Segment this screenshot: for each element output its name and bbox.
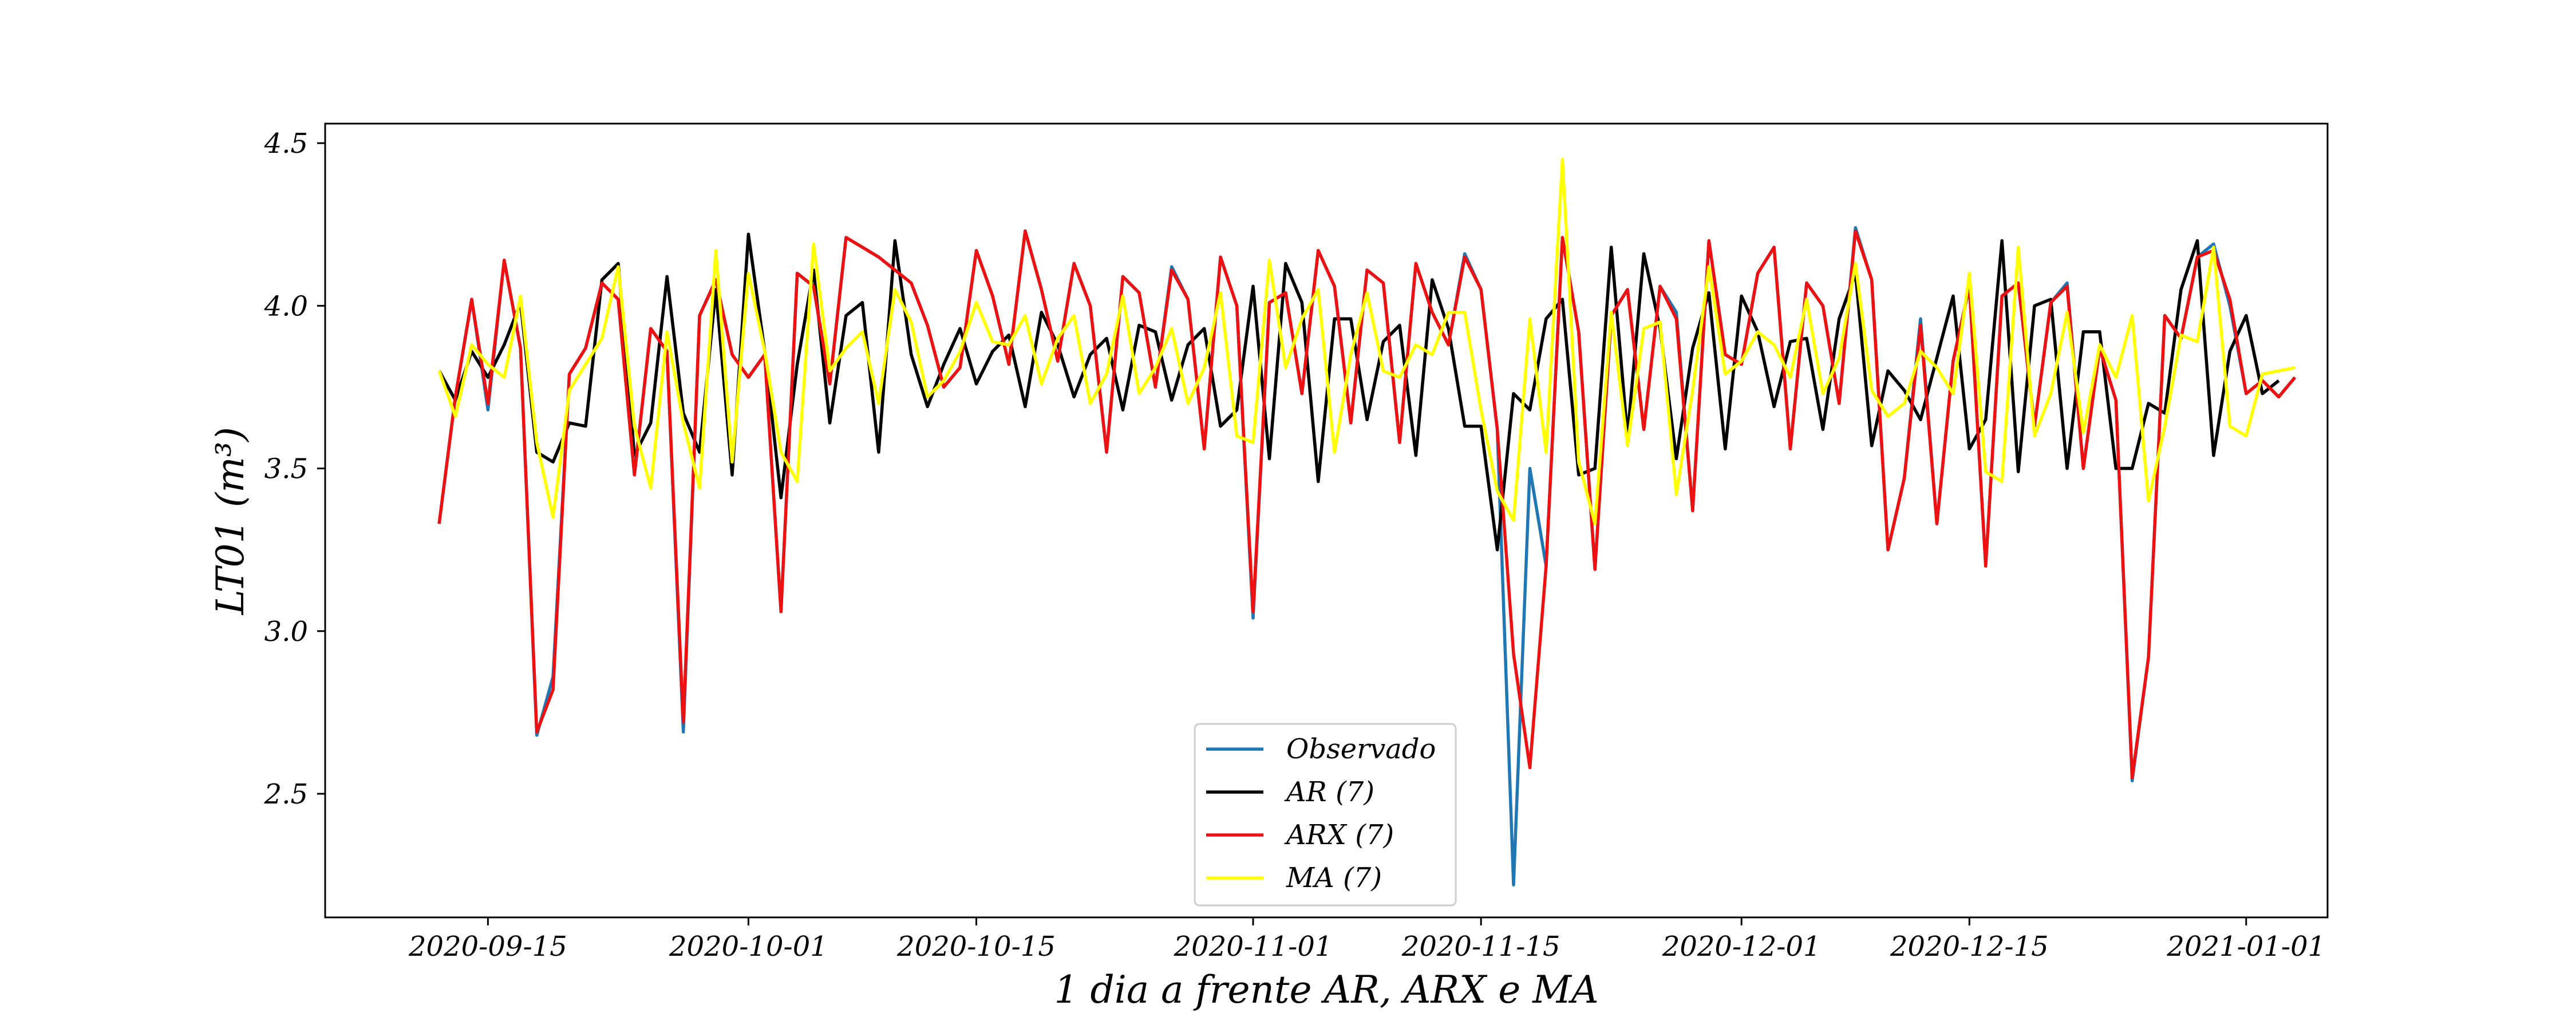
- x-tick-label: 2020-12-15: [1890, 931, 2049, 963]
- legend-items: Observado AR (7) ARX (7) MA (7): [1206, 733, 1436, 894]
- x-tick-label: 2020-09-15: [408, 931, 567, 963]
- legend-label-arx-7: ARX (7): [1284, 819, 1394, 851]
- series-line-ar-7: [437, 232, 2280, 552]
- x-axis: 2020-09-15 2020-10-01 2020-10-15 2020-11-01…: [408, 917, 2325, 963]
- y-tick-label: 3.5: [264, 453, 308, 485]
- series-line-ma-7: [437, 157, 2296, 525]
- legend-label-ar-7: AR (7): [1284, 776, 1374, 808]
- series-line-arx-7: [437, 229, 2297, 779]
- x-tick-label: 2020-12-01: [1662, 931, 1821, 963]
- legend-label-observado: Observado: [1286, 733, 1436, 765]
- y-tick-label: 4.0: [264, 290, 308, 322]
- plot-area-frame: [324, 122, 2329, 919]
- legend-box: [1194, 723, 1457, 907]
- x-tick-label: 2020-10-15: [896, 931, 1056, 963]
- legend: Observado AR (7) ARX (7) MA (7): [1194, 723, 1457, 907]
- y-axis-title: LT01 (m³): [208, 427, 252, 615]
- y-axis: 2.5 3.0 3.5 4.0 4.5: [264, 128, 325, 810]
- x-tick-label: 2020-10-01: [669, 931, 828, 963]
- series-layer: [437, 157, 2297, 886]
- x-tick-label: 2020-11-01: [1174, 931, 1333, 963]
- y-tick-label: 4.5: [264, 128, 308, 160]
- legend-label-ma-7: MA (7): [1286, 862, 1382, 894]
- x-tick-label: 2020-11-15: [1401, 931, 1560, 963]
- y-tick-label: 3.0: [264, 616, 308, 648]
- x-axis-title: 1 dia a frente AR, ARX e MA: [1054, 968, 1598, 1012]
- y-tick-label: 2.5: [264, 778, 308, 810]
- x-tick-label: 2021-01-01: [2166, 931, 2325, 963]
